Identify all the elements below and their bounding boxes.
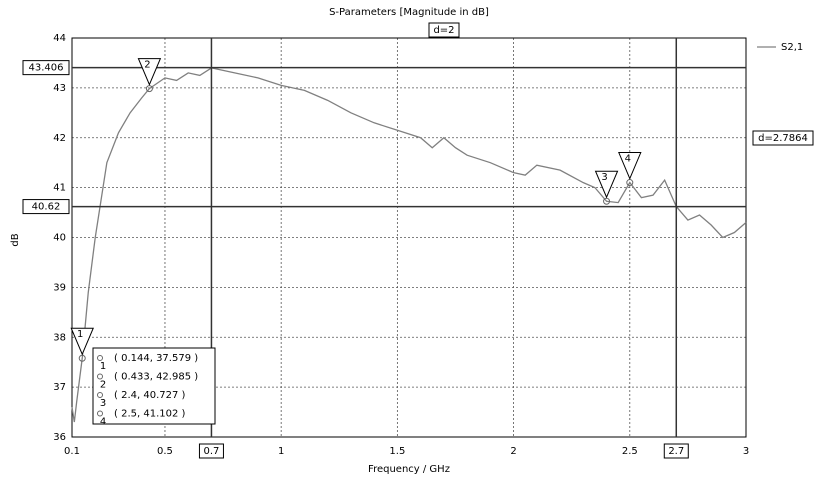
y-tick-label: 44 (53, 33, 66, 44)
data-line (71, 67, 747, 423)
vline-label: 0.7 (203, 446, 219, 457)
marker-icon (97, 355, 103, 361)
hline-label: 43.406 (29, 63, 64, 74)
marker-table-label: ( 2.4, 40.727 ) (114, 390, 186, 401)
x-tick-label: 1 (278, 446, 284, 457)
marker-table-id: 1 (100, 361, 106, 372)
x-axis-label: Frequency / GHz (368, 464, 450, 475)
annotation: d=2.7864 (758, 133, 808, 144)
chart-title: S-Parameters [Magnitude in dB] (329, 7, 489, 18)
marker-table-label: ( 2.5, 41.102 ) (114, 409, 186, 420)
x-tick-label: 3 (743, 446, 749, 457)
marker-id: 2 (144, 60, 150, 71)
y-tick-label: 37 (53, 382, 66, 393)
marker-icon (97, 373, 103, 380)
vline-label: 2.7 (668, 446, 684, 457)
x-tick-label: 0.1 (64, 446, 80, 457)
marker-table-id: 3 (100, 398, 106, 409)
annotation-box (752, 130, 814, 146)
marker-table-label: ( 0.144, 37.579 ) (114, 353, 198, 364)
marker-table-id: 4 (100, 417, 106, 428)
vline-label-box (663, 443, 689, 459)
marker-icon (97, 392, 103, 398)
marker-table-box (92, 347, 216, 425)
vline-label-box (198, 443, 224, 459)
marker-icon (97, 410, 103, 417)
hline-label-box (22, 199, 70, 215)
marker-flag (137, 58, 162, 86)
y-axis-label: dB (10, 233, 21, 246)
y-tick-label: 43 (53, 83, 66, 94)
y-tick-label: 38 (53, 332, 66, 343)
legend-label: S2,1 (781, 42, 803, 53)
y-tick-label: 41 (53, 183, 66, 194)
hline-label: 40.62 (32, 202, 61, 213)
marker-flag (618, 152, 642, 180)
marker-id: 4 (625, 154, 631, 165)
y-tick-label: 36 (53, 432, 66, 443)
marker-id: 3 (601, 172, 607, 183)
x-tick-label: 1.5 (389, 446, 405, 457)
annotation-box (428, 22, 460, 38)
marker-flag (594, 170, 619, 199)
marker-table-label: ( 0.433, 42.985 ) (114, 372, 198, 383)
marker-table-id: 2 (100, 380, 106, 391)
hline-label-box (22, 60, 70, 76)
x-tick-label: 2.5 (622, 446, 638, 457)
marker-id: 1 (77, 329, 83, 340)
y-tick-label: 40 (53, 233, 66, 244)
y-tick-label: 42 (53, 133, 66, 144)
plot-frame (71, 37, 747, 438)
x-tick-label: 2 (510, 446, 516, 457)
annotation: d=2 (433, 25, 454, 36)
x-tick-label: 0.5 (157, 446, 173, 457)
marker-flag (70, 327, 94, 356)
y-tick-label: 39 (53, 282, 66, 293)
